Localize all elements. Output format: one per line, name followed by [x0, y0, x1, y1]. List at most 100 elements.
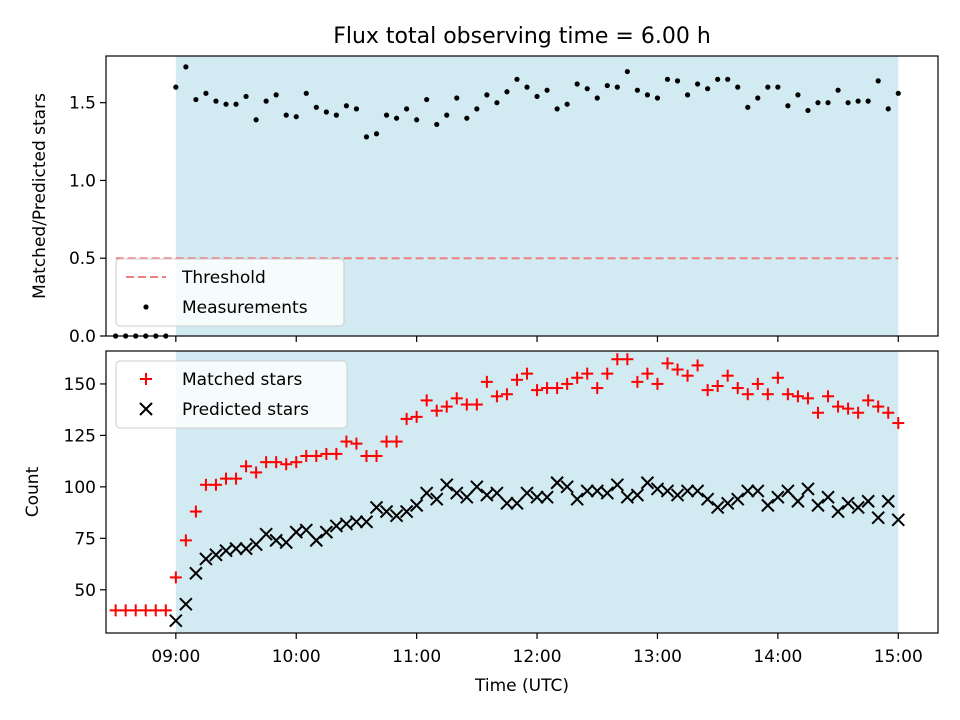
y-tick-label: 75 — [74, 529, 96, 549]
matched-star-point — [230, 472, 243, 485]
chart-title: Flux total observing time = 6.00 h — [333, 24, 711, 49]
matched-star-point — [872, 400, 885, 413]
predicted-star-point — [560, 480, 574, 494]
predicted-star-point — [289, 525, 303, 539]
measurement-point — [253, 117, 259, 123]
measurement-point — [343, 103, 350, 109]
matched-star-point — [280, 458, 293, 471]
predicted-star-point — [189, 566, 203, 581]
matched-star-point — [270, 456, 283, 469]
matched-star-point — [551, 382, 564, 395]
x-tick-label: 14:00 — [753, 647, 802, 667]
measurement-point — [574, 81, 580, 87]
measurement-point — [654, 95, 661, 101]
measurement-point — [223, 101, 229, 107]
predicted-stars-points — [169, 476, 905, 628]
predicted-star-point — [891, 513, 905, 527]
measurement-point — [514, 76, 520, 82]
measurement-point — [373, 131, 380, 137]
measurement-point — [454, 95, 460, 101]
measurement-point — [584, 86, 590, 92]
predicted-star-point — [781, 484, 795, 498]
measurement-point — [183, 64, 189, 70]
matched-star-point — [220, 472, 233, 485]
matched-star-point — [842, 402, 855, 415]
matched-stars-points — [109, 353, 905, 617]
matched-star-point — [852, 406, 865, 419]
legend-predicted-label: Predicted stars — [182, 400, 309, 420]
measurement-point — [855, 98, 861, 104]
predicted-star-point — [530, 490, 544, 504]
measurement-point — [895, 90, 901, 96]
top-y-ticks: 0.0 0.5 1.0 1.5 — [69, 94, 106, 347]
predicted-star-point — [881, 494, 895, 508]
predicted-star-point — [610, 478, 625, 492]
matched-star-point — [189, 505, 202, 518]
legend-measurements-label: Measurements — [182, 298, 308, 318]
matched-star-point — [330, 447, 343, 460]
measurement-point — [464, 115, 470, 121]
predicted-star-point — [761, 498, 775, 513]
measurement-point — [614, 84, 620, 90]
y-tick-label: 1.5 — [69, 94, 96, 114]
matched-star-point — [661, 357, 674, 370]
measurement-point — [725, 76, 731, 82]
measurement-point — [604, 82, 610, 89]
matched-star-point — [340, 435, 353, 448]
matched-star-point — [651, 377, 664, 390]
bottom-y-axis-label: Count — [23, 466, 43, 517]
measurement-point — [795, 92, 801, 98]
predicted-star-point — [419, 486, 434, 500]
predicted-star-point — [731, 492, 745, 506]
x-tick-label: 09:00 — [151, 647, 200, 667]
predicted-star-point — [470, 480, 484, 494]
matched-star-point — [741, 388, 754, 401]
measurement-point — [444, 112, 450, 118]
measurement-point — [383, 112, 390, 118]
matched-star-point — [751, 377, 764, 390]
top-axes-frame — [105, 55, 939, 337]
matched-star-point — [320, 447, 333, 460]
matched-star-point — [721, 369, 734, 382]
measurement-point — [263, 98, 269, 104]
bottom-panel: 50 75 100 125 150 09:00 10:00 11:00 12:00 13:00 1… — [23, 350, 939, 696]
predicted-star-point — [379, 504, 394, 519]
matched-star-point — [581, 367, 594, 380]
measurement-point — [303, 90, 309, 96]
predicted-star-point — [460, 490, 474, 504]
y-tick-label: 50 — [74, 581, 96, 601]
measurement-point — [885, 106, 891, 112]
measurement-point — [474, 106, 480, 112]
measurement-point — [745, 104, 751, 110]
predicted-star-point — [741, 484, 755, 498]
bottom-axes-frame — [105, 350, 939, 634]
y-tick-label: 1.0 — [69, 171, 96, 191]
measurement-point — [835, 87, 841, 93]
predicted-star-point — [299, 523, 313, 537]
matched-star-point — [109, 604, 122, 617]
predicted-star-point — [480, 488, 494, 502]
measurement-point — [353, 106, 360, 112]
predicted-star-point — [580, 484, 594, 498]
matched-star-point — [510, 373, 523, 386]
matched-star-point — [631, 375, 644, 388]
measurement-point — [193, 96, 199, 103]
predicted-star-point — [520, 486, 534, 500]
matched-star-point — [591, 382, 604, 395]
matched-star-point — [731, 382, 744, 395]
y-tick-label: 0.5 — [69, 249, 96, 269]
matched-star-point — [641, 367, 654, 380]
matched-star-point — [691, 359, 704, 372]
predicted-star-point — [831, 504, 845, 519]
measurement-point — [393, 115, 400, 121]
predicted-star-point — [570, 492, 584, 506]
measurement-point — [815, 100, 821, 106]
matched-star-point — [250, 466, 263, 479]
matched-star-point — [260, 456, 273, 469]
measurement-point — [534, 93, 540, 100]
matched-star-point — [370, 449, 383, 462]
measurement-point — [805, 107, 811, 114]
measurement-point — [404, 106, 410, 112]
predicted-star-point — [550, 476, 564, 490]
predicted-star-point — [409, 498, 424, 513]
